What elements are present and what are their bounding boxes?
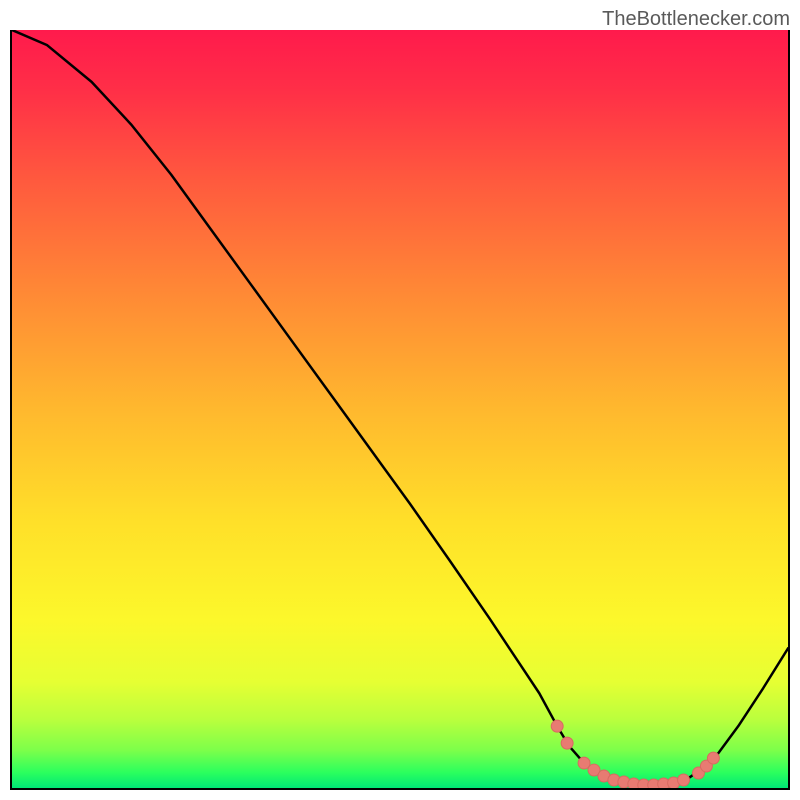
marker [551,720,563,732]
chart-container: TheBottlenecker.com [0,0,800,800]
curve-layer [12,30,788,788]
marker [678,774,690,786]
plot-area [10,30,790,790]
watermark-text: TheBottlenecker.com [602,8,790,31]
curve-path [12,30,788,785]
marker [561,737,573,749]
marker [707,752,719,764]
